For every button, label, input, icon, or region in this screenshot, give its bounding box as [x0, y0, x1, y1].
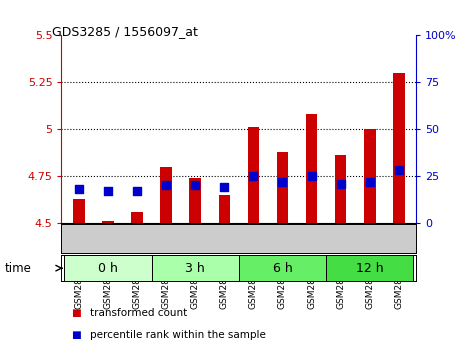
Point — [220, 184, 228, 190]
Text: 3 h: 3 h — [185, 262, 205, 275]
Point — [395, 168, 403, 173]
Text: 0 h: 0 h — [98, 262, 118, 275]
Point — [133, 188, 141, 194]
Text: transformed count: transformed count — [90, 308, 187, 318]
Point — [279, 179, 286, 184]
Bar — [189, 178, 201, 223]
Text: ■: ■ — [71, 308, 81, 318]
Bar — [160, 167, 172, 223]
Bar — [102, 221, 114, 223]
Bar — [326, 255, 413, 281]
Bar — [335, 155, 346, 223]
Text: percentile rank within the sample: percentile rank within the sample — [90, 330, 266, 339]
Bar — [131, 212, 143, 223]
Bar — [219, 195, 230, 223]
Text: 6 h: 6 h — [272, 262, 292, 275]
Point — [162, 183, 170, 188]
Point — [75, 187, 83, 192]
Bar — [64, 255, 152, 281]
Bar — [152, 255, 239, 281]
Point — [366, 179, 374, 184]
Text: 12 h: 12 h — [356, 262, 384, 275]
Point — [192, 183, 199, 188]
Bar — [306, 114, 317, 223]
Point — [104, 188, 112, 194]
Text: GDS3285 / 1556097_at: GDS3285 / 1556097_at — [52, 25, 198, 38]
Point — [337, 181, 344, 187]
Bar — [393, 73, 404, 223]
Bar — [364, 129, 376, 223]
Point — [308, 173, 315, 179]
Bar — [277, 152, 289, 223]
Bar — [73, 199, 85, 223]
Bar — [239, 255, 326, 281]
Point — [250, 173, 257, 179]
Text: time: time — [5, 262, 32, 275]
Bar — [247, 127, 259, 223]
Text: ■: ■ — [71, 330, 81, 339]
